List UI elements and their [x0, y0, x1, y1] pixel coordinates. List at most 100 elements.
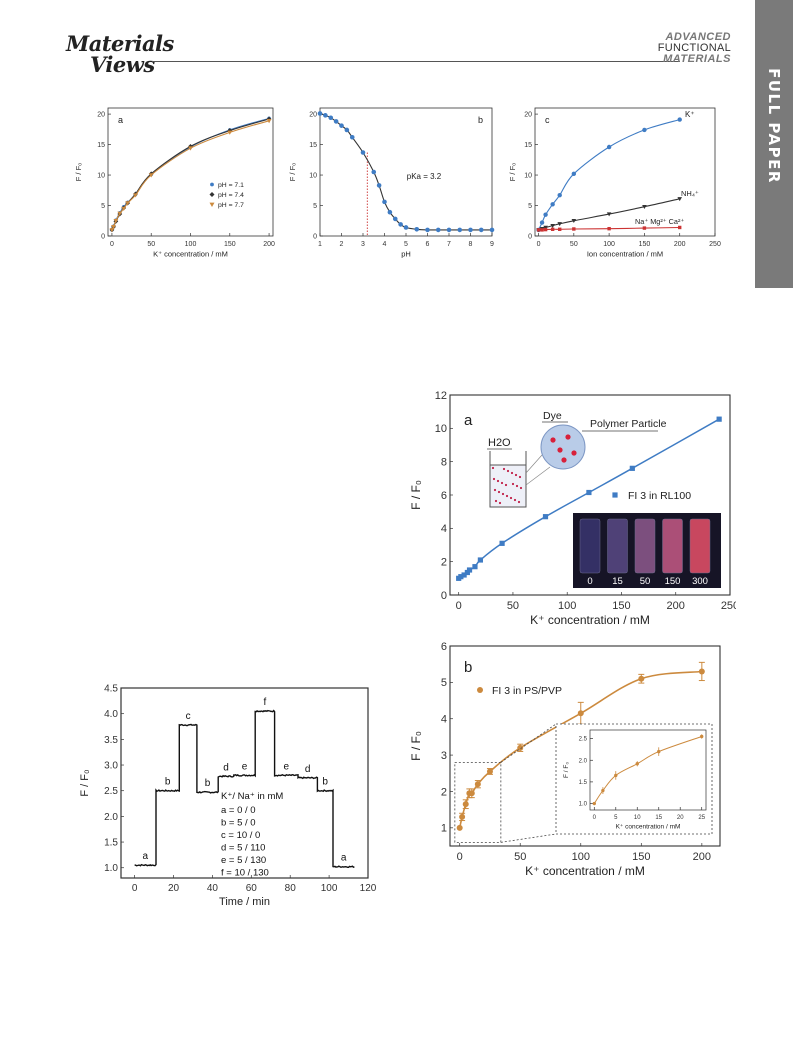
particle-dye-dot — [561, 457, 567, 463]
x-tick-label: 250 — [721, 600, 736, 612]
data-point — [716, 416, 722, 422]
data-point — [317, 111, 323, 116]
plot-frame — [120, 687, 369, 879]
vial — [662, 518, 683, 574]
y-tick-label: 2.0 — [104, 812, 118, 823]
x-axis-label: Ion concentration / mM — [587, 250, 663, 259]
fluorescence-trace — [134, 709, 355, 869]
vial-label: 0 — [587, 576, 592, 587]
data-point — [607, 226, 611, 231]
y-tick-label: 1.0 — [104, 863, 118, 874]
particle-label: Polymer Particle — [590, 418, 667, 430]
data-point — [133, 193, 138, 198]
data-point — [459, 813, 466, 820]
data-point — [458, 574, 464, 580]
y-tick-label: 3.0 — [104, 761, 118, 772]
vial-label: 50 — [640, 576, 651, 587]
x-tick-label: 80 — [285, 883, 297, 894]
beaker-dye-dot — [515, 484, 519, 488]
beaker-dye-dot — [496, 479, 500, 483]
zoom-region — [454, 761, 502, 843]
inset-frame — [555, 723, 713, 835]
x-tick-label: 40 — [207, 883, 219, 894]
legend-title: K⁺/ Na⁺ in mM — [221, 791, 283, 802]
y-tick-label: 4 — [441, 523, 447, 535]
inset-background — [556, 724, 712, 834]
y-axis-label: F / F₀ — [288, 163, 297, 182]
figure-time-trace: 0 20 40 60 80 100 120 1.0 1.5 2.0 2.5 3.0 3.5 4.0 4.5 T… — [79, 684, 376, 909]
data-point — [550, 223, 555, 228]
beaker-dye-dot — [502, 467, 506, 471]
data-point — [398, 222, 403, 227]
y-tick-label: 0 — [313, 233, 317, 240]
y-axis-label: F / F₀ — [74, 163, 83, 182]
data-point — [540, 228, 544, 232]
y-tick-label: 10 — [97, 172, 105, 179]
data-point — [111, 225, 116, 230]
y-tick-label: 5 — [101, 203, 105, 210]
x-tick-label: 0 — [456, 600, 462, 612]
particle-dye-dot — [557, 447, 563, 453]
data-point — [571, 219, 577, 224]
x-tick-label: 50 — [514, 851, 526, 863]
y-axis-label: F / F₀ — [563, 762, 570, 778]
segment-label: f — [264, 697, 267, 708]
vial-label: 300 — [692, 576, 708, 587]
segment-label: b — [165, 777, 171, 788]
x-tick-label: 6 — [426, 241, 430, 248]
x-tick-label: 10 — [634, 815, 641, 821]
x-axis-label: pH — [401, 250, 411, 259]
series-label: NH₄⁺ — [681, 189, 699, 198]
y-tick-label: 6 — [441, 490, 447, 502]
x-tick-label: 150 — [612, 600, 630, 612]
beaker-dye-dot — [511, 482, 515, 486]
data-point — [392, 216, 398, 222]
legend-marker — [209, 202, 215, 207]
data-point — [642, 127, 647, 133]
vial — [634, 518, 656, 574]
x-tick-label: 5 — [614, 815, 618, 821]
x-tick-label: 250 — [709, 241, 721, 248]
x-tick-label: 100 — [321, 883, 338, 894]
journal-logo-line-3: MATERIALS — [663, 53, 731, 65]
beaker-dye-dot — [491, 466, 495, 470]
data-point — [474, 781, 481, 788]
x-tick-label: 50 — [507, 600, 519, 612]
y-tick-label: 15 — [309, 142, 317, 149]
y-tick-label: 4.0 — [104, 709, 118, 720]
figure-top-panel-c: 0 50 100 150 200 250 0 5 10 15 20 Ion concentration… — [508, 107, 721, 259]
y-tick-label: 8 — [441, 457, 447, 469]
data-point — [360, 150, 366, 155]
beaker-dye-dot — [493, 488, 497, 492]
particle-schematic: H2O Dye Polymer Particle — [487, 410, 667, 508]
beaker-dye-dot — [506, 469, 510, 473]
data-point — [333, 119, 339, 124]
x-axis-label: K⁺ concentration / mM — [530, 613, 650, 627]
x-tick-label: 200 — [667, 600, 685, 612]
section-tab: FULL PAPER — [755, 0, 793, 288]
logo-line-1: Materials — [66, 31, 174, 56]
data-point — [414, 226, 420, 232]
y-tick-label: 0 — [101, 233, 105, 240]
y-tick-label: 15 — [524, 142, 532, 149]
legend-entry: e = 5 / 130 — [221, 855, 266, 866]
polymer-particle — [540, 424, 586, 470]
data-point — [489, 227, 495, 233]
beaker-dye-dot — [494, 499, 498, 503]
x-tick-label: 0 — [132, 883, 138, 894]
zoom-connector — [500, 723, 557, 763]
y-tick-label: 1.0 — [579, 802, 588, 808]
legend-entry: pH = 7.7 — [218, 202, 244, 209]
inset-data-point — [700, 734, 704, 739]
legend-entry: c = 10 / 0 — [221, 830, 260, 841]
y-axis-label: F / F₀ — [79, 769, 91, 796]
figure-top-panel-a: 0 50 100 150 200 0 5 10 15 20 K⁺ concentration / m… — [74, 107, 275, 259]
y-tick-label: 6 — [441, 641, 447, 653]
x-axis-label: K⁺ concentration / mM — [525, 864, 645, 878]
vial — [689, 518, 711, 574]
data-point — [557, 222, 563, 227]
data-point — [571, 171, 577, 177]
data-point — [543, 212, 548, 217]
beaker-dye-dot — [497, 490, 501, 494]
y-tick-label: 4.5 — [104, 684, 118, 695]
